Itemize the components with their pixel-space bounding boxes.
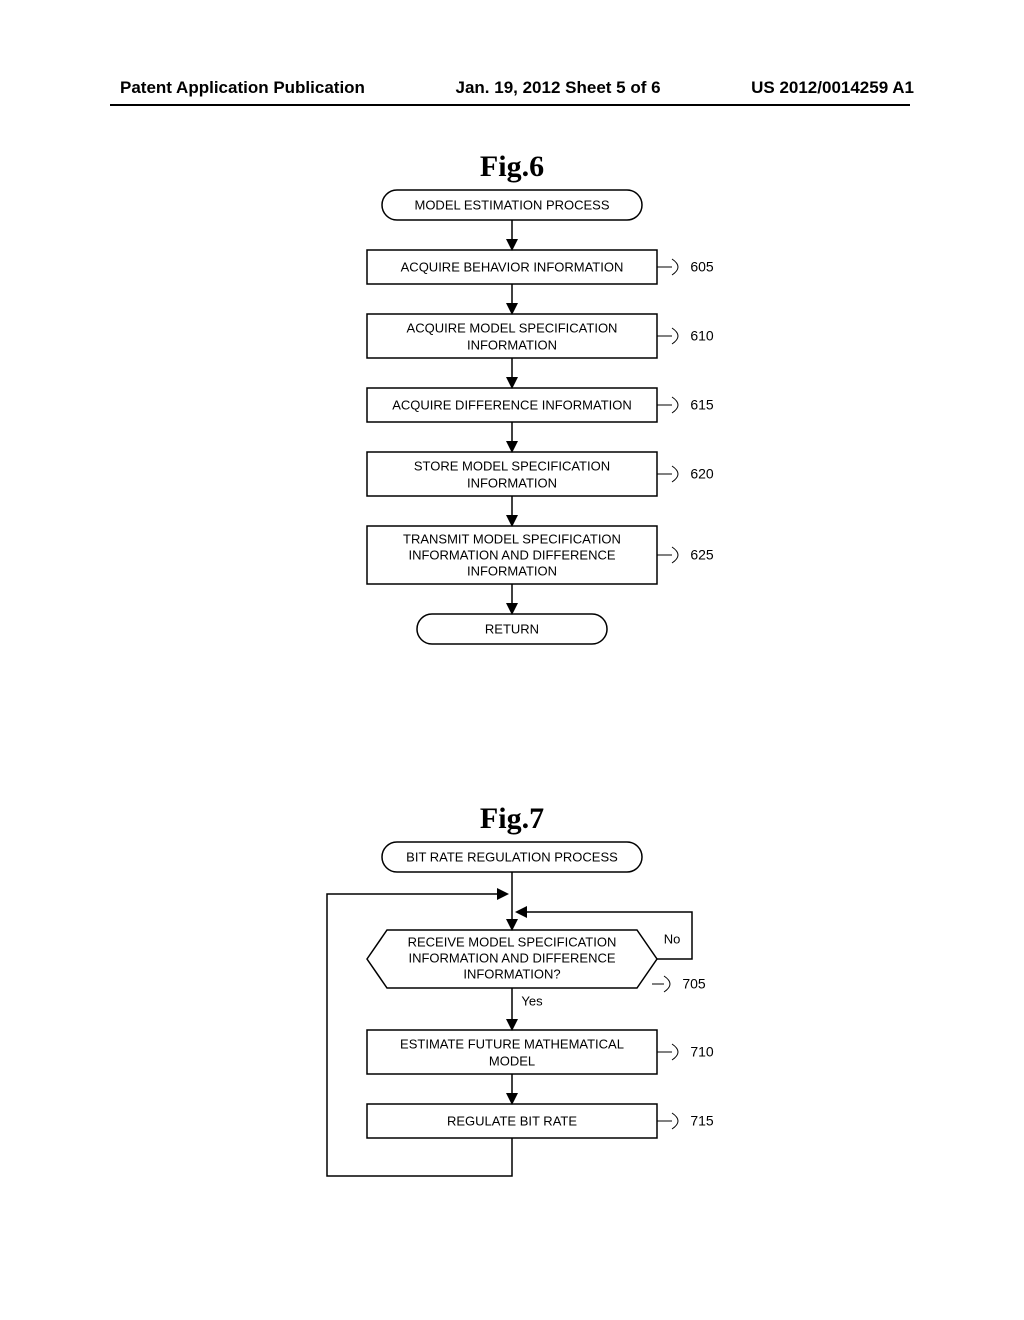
fig7-step-710: ESTIMATE FUTURE MATHEMATICAL MODEL bbox=[367, 1030, 657, 1074]
fig7-step-715: REGULATE BIT RATE bbox=[367, 1104, 657, 1138]
fig6-end: RETURN bbox=[417, 614, 607, 644]
page-header: Patent Application Publication Jan. 19, … bbox=[0, 78, 1024, 98]
fig7-ref-715: 715 bbox=[690, 1113, 714, 1129]
fig7-dec-l2: INFORMATION AND DIFFERENCE bbox=[408, 950, 615, 965]
figure-7-svg: BIT RATE REGULATION PROCESS RECEIVE MODE… bbox=[232, 836, 792, 1236]
fig7-yes-label: Yes bbox=[521, 993, 543, 1008]
fig6-end-label: RETURN bbox=[485, 621, 539, 636]
fig6-tilde-615 bbox=[672, 397, 678, 413]
fig6-ref-625: 625 bbox=[690, 547, 714, 563]
fig7-tilde-715 bbox=[672, 1113, 678, 1129]
fig7-step-710-l1: ESTIMATE FUTURE MATHEMATICAL bbox=[400, 1036, 624, 1051]
fig6-step-605: ACQUIRE BEHAVIOR INFORMATION bbox=[367, 250, 657, 284]
fig6-step-615: ACQUIRE DIFFERENCE INFORMATION bbox=[367, 388, 657, 422]
fig6-ref-615: 615 bbox=[690, 397, 714, 413]
figure-6: Fig.6 MODEL ESTIMATION PROCESS ACQUIRE B… bbox=[0, 150, 1024, 739]
fig6-step-620: STORE MODEL SPECIFICATION INFORMATION bbox=[367, 452, 657, 496]
figure-6-title: Fig.6 bbox=[0, 150, 1024, 184]
header-left: Patent Application Publication bbox=[120, 78, 365, 98]
fig6-tilde-605 bbox=[672, 259, 678, 275]
fig6-start: MODEL ESTIMATION PROCESS bbox=[382, 190, 642, 220]
fig7-no-label: No bbox=[664, 931, 681, 946]
header-center: Jan. 19, 2012 Sheet 5 of 6 bbox=[456, 78, 661, 98]
fig7-decision-705: RECEIVE MODEL SPECIFICATION INFORMATION … bbox=[367, 930, 657, 988]
figure-7: Fig.7 BIT RATE REGULATION PROCESS RECEIV… bbox=[0, 802, 1024, 1236]
fig6-step-625-l3: INFORMATION bbox=[467, 563, 557, 578]
fig6-ref-610: 610 bbox=[690, 328, 714, 344]
figure-6-svg: MODEL ESTIMATION PROCESS ACQUIRE BEHAVIO… bbox=[252, 184, 772, 739]
fig6-step-620-l1: STORE MODEL SPECIFICATION bbox=[414, 458, 610, 473]
fig7-start-label: BIT RATE REGULATION PROCESS bbox=[406, 849, 618, 864]
fig6-step-625: TRANSMIT MODEL SPECIFICATION INFORMATION… bbox=[367, 526, 657, 584]
fig7-dec-l1: RECEIVE MODEL SPECIFICATION bbox=[408, 934, 617, 949]
fig6-step-605-text: ACQUIRE BEHAVIOR INFORMATION bbox=[401, 259, 624, 274]
fig6-start-label: MODEL ESTIMATION PROCESS bbox=[414, 197, 609, 212]
fig7-dec-l3: INFORMATION? bbox=[463, 966, 560, 981]
header-rule bbox=[110, 104, 910, 106]
fig6-ref-605: 605 bbox=[690, 259, 714, 275]
fig6-tilde-610 bbox=[672, 328, 678, 344]
fig7-start: BIT RATE REGULATION PROCESS bbox=[382, 842, 642, 872]
figure-7-title: Fig.7 bbox=[0, 802, 1024, 836]
fig6-step-615-text: ACQUIRE DIFFERENCE INFORMATION bbox=[392, 397, 632, 412]
fig6-step-610: ACQUIRE MODEL SPECIFICATION INFORMATION bbox=[367, 314, 657, 358]
fig6-step-610-l1: ACQUIRE MODEL SPECIFICATION bbox=[407, 320, 618, 335]
fig7-step-710-l2: MODEL bbox=[489, 1053, 535, 1068]
fig6-tilde-620 bbox=[672, 466, 678, 482]
header-right: US 2012/0014259 A1 bbox=[751, 78, 914, 98]
fig6-ref-620: 620 bbox=[690, 466, 714, 482]
fig7-tilde-710 bbox=[672, 1044, 678, 1060]
fig7-step-715-text: REGULATE BIT RATE bbox=[447, 1113, 577, 1128]
fig6-step-620-l2: INFORMATION bbox=[467, 475, 557, 490]
fig6-tilde-625 bbox=[672, 547, 678, 563]
fig7-ref-710: 710 bbox=[690, 1044, 714, 1060]
fig6-step-625-l1: TRANSMIT MODEL SPECIFICATION bbox=[403, 531, 621, 546]
fig6-step-610-l2: INFORMATION bbox=[467, 337, 557, 352]
fig6-step-625-l2: INFORMATION AND DIFFERENCE bbox=[408, 547, 615, 562]
fig7-tilde-705 bbox=[664, 976, 670, 992]
fig7-ref-705: 705 bbox=[682, 976, 706, 992]
